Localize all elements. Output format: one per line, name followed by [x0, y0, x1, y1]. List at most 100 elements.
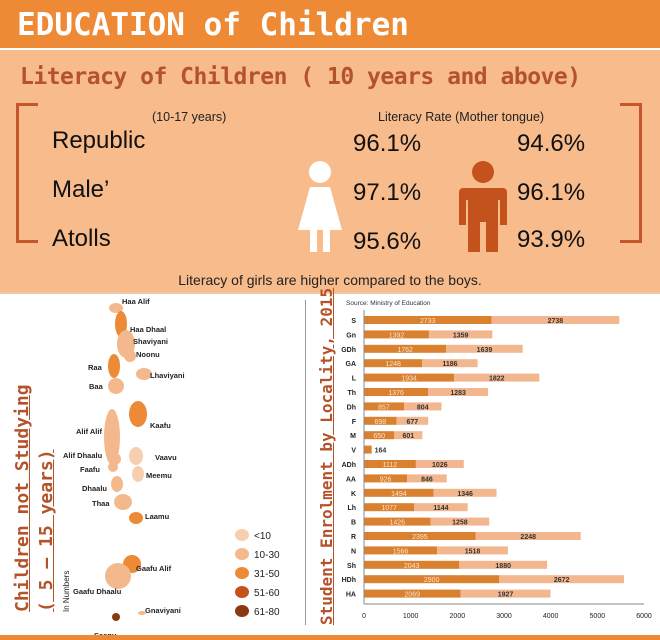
value-label-female: 2738	[548, 318, 564, 325]
atoll-lhaviyani: Lhaviyani	[136, 368, 185, 380]
value-label-male: 1376	[388, 390, 404, 397]
atoll-label: Dhaalu	[82, 484, 107, 493]
male-atolls: 93.9%	[517, 226, 586, 253]
value-label-male: 1112	[383, 462, 398, 469]
bar-female	[428, 330, 493, 339]
value-label-male: 2043	[404, 563, 420, 570]
value-label-male: 2069	[404, 592, 420, 599]
category-label: K	[351, 491, 356, 498]
bar-male	[364, 546, 438, 555]
bar-female	[430, 517, 490, 526]
left-bracket	[16, 103, 38, 243]
atoll-raa: Raa	[88, 354, 120, 378]
value-label-female: 1026	[432, 462, 448, 469]
atoll-label: Laamu	[145, 512, 170, 521]
atoll-shape	[132, 466, 144, 482]
male-male: 96.1%	[517, 179, 586, 206]
atoll-shape	[129, 401, 147, 427]
value-label-male: 1762	[397, 347, 413, 354]
category-label: M	[350, 433, 356, 440]
bar-male	[364, 517, 431, 526]
atoll-dhaalu: Dhaalu	[82, 476, 123, 493]
page-title: EDUCATION of Children	[17, 7, 409, 43]
value-label-female: 1359	[453, 332, 469, 339]
atoll-label: Haa Dhaal	[130, 325, 166, 334]
legend-label: 10-30	[254, 550, 280, 561]
category-label: HA	[346, 592, 356, 599]
value-label-female: 1639	[477, 347, 493, 354]
bar-female	[446, 344, 523, 353]
category-label: ADh	[342, 462, 356, 469]
atoll-label: Haa Alif	[122, 297, 150, 306]
value-label-male: 926	[380, 476, 392, 483]
value-label-male: 2900	[424, 577, 440, 584]
category-label: Dh	[347, 404, 356, 411]
bar-female	[499, 575, 625, 584]
bar-female	[433, 488, 497, 497]
x-tick-label: 1000	[403, 613, 419, 620]
value-label-male: 650	[373, 433, 385, 440]
value-label-female: 1927	[498, 592, 514, 599]
bar-male	[364, 560, 460, 569]
atoll-label: Gaafu Dhaalu	[73, 587, 122, 596]
value-label-male: 698	[374, 419, 386, 426]
female-atolls: 95.6%	[353, 228, 422, 255]
row-label-atolls: Atolls	[52, 225, 111, 252]
legend-swatch	[235, 548, 249, 560]
bar-male	[364, 503, 415, 512]
category-label: Th	[347, 390, 356, 397]
female-republic: 96.1%	[353, 130, 422, 157]
bar-male	[364, 402, 404, 411]
value-label-male: 1426	[389, 520, 405, 527]
category-label: N	[351, 548, 356, 555]
value-label-female: 2672	[554, 577, 570, 584]
bar-female	[422, 359, 478, 368]
value-label-female: 601	[403, 433, 415, 440]
bar-female	[491, 316, 620, 324]
value-label-male: 1494	[391, 491, 407, 498]
atoll-shape	[138, 611, 146, 615]
category-label: HDh	[342, 577, 356, 584]
atoll-shape	[136, 368, 152, 380]
bar-male	[364, 575, 500, 584]
legend-swatch	[235, 586, 249, 598]
bar-female	[414, 503, 468, 512]
divider	[0, 292, 660, 294]
atoll-kaafu: Kaafu	[129, 401, 171, 430]
atoll-shape	[108, 378, 124, 394]
bar-female	[403, 402, 442, 411]
atoll-shape	[112, 613, 120, 621]
bar-female	[428, 388, 489, 396]
atoll-label: Noonu	[136, 350, 160, 359]
x-tick-label: 3000	[496, 613, 512, 620]
category-label: B	[351, 520, 356, 527]
atoll-laamu: Laamu	[129, 512, 170, 524]
right-bracket	[620, 103, 642, 243]
atoll-label: Lhaviyani	[150, 371, 185, 380]
age-note: (10-17 years)	[152, 110, 227, 124]
atoll-shape	[129, 447, 143, 465]
bar-male	[364, 359, 423, 368]
category-label: R	[351, 534, 356, 541]
row-label-male: Male’	[52, 176, 110, 203]
legend-label: 51-60	[254, 588, 280, 599]
atoll-shape	[108, 354, 120, 378]
atoll-label: Vaavu	[155, 453, 177, 462]
atoll-baa: Baa	[89, 378, 124, 394]
legend-swatch	[235, 529, 249, 541]
atoll-haa-alif: Haa Alif	[109, 297, 150, 313]
legend-swatch	[235, 605, 249, 617]
category-label: AA	[346, 476, 356, 483]
x-tick-label: 2000	[450, 613, 466, 620]
value-label-female: 2248	[520, 534, 536, 541]
x-tick-label: 0	[362, 613, 366, 620]
bar-male	[364, 416, 397, 425]
bar-female	[475, 532, 581, 540]
value-label-male: 1566	[393, 548, 409, 555]
category-label: Gn	[346, 332, 356, 339]
atoll-shape	[104, 409, 120, 465]
bar-male	[364, 388, 429, 396]
value-label-male: 2395	[412, 534, 428, 541]
vertical-separator	[305, 300, 306, 625]
bar-female	[460, 589, 551, 598]
